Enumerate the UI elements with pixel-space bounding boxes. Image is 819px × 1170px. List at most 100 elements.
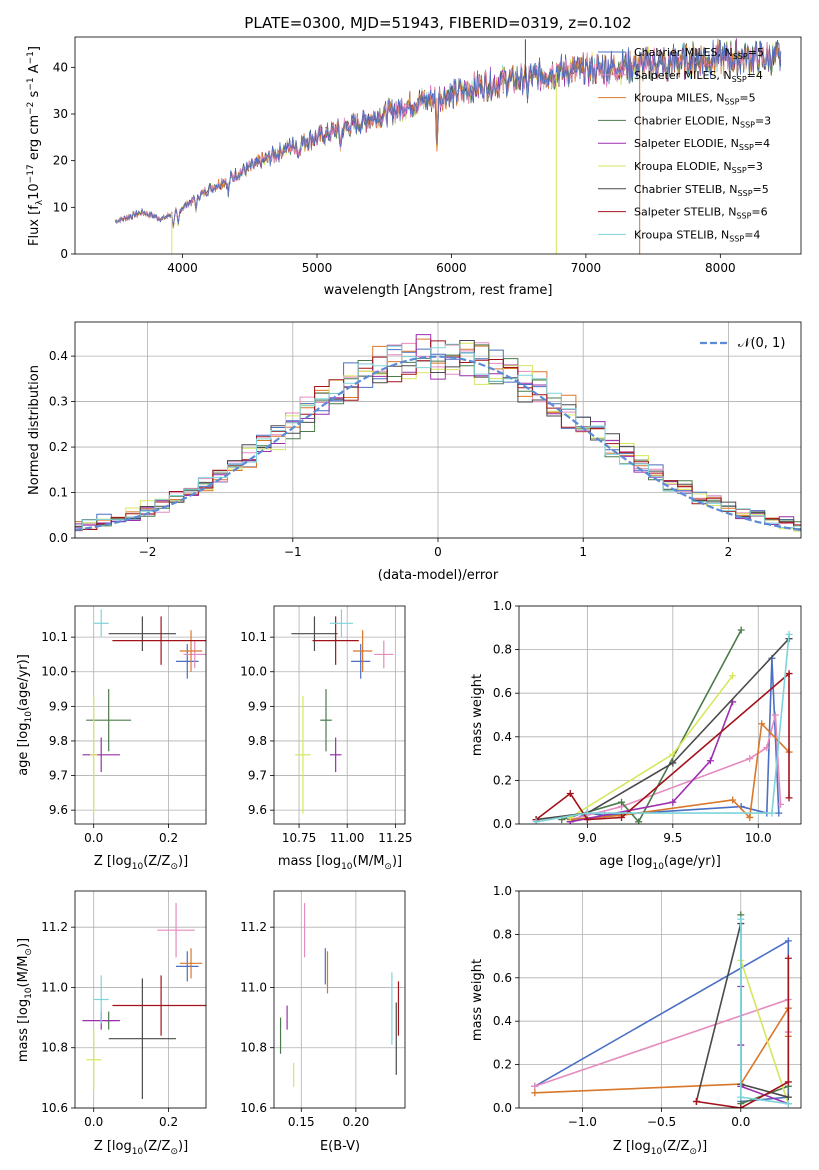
age-Z-xlabel-part: (Z/Z bbox=[143, 854, 170, 869]
y-tick-label: 0.2 bbox=[49, 440, 68, 454]
legend-sub: SSP bbox=[736, 212, 751, 221]
spectrum-ylabel-part: erg cm bbox=[27, 115, 42, 164]
age-mass-xlabel-part: (M/M bbox=[353, 854, 385, 869]
y-tick-label: 0.0 bbox=[493, 817, 512, 831]
weight-marker bbox=[768, 809, 776, 817]
residual-hist-chabrier-stelib bbox=[75, 340, 801, 530]
y-tick-label: 10.8 bbox=[41, 1041, 68, 1055]
weight-marker bbox=[531, 1089, 539, 1097]
spectrum-xlabel: wavelength [Angstrom, rest frame] bbox=[324, 283, 553, 298]
errorbar-point-kroupa-elodie bbox=[89, 695, 98, 814]
weight-marker bbox=[785, 794, 793, 802]
legend-sub: SSP bbox=[738, 189, 753, 198]
residuals-xlabel: (data-model)/error bbox=[378, 568, 499, 583]
weight-marker bbox=[583, 816, 591, 824]
residuals-ylabel: Normed distribution bbox=[27, 365, 42, 495]
y-tick-label: 40 bbox=[53, 60, 68, 74]
weight-marker bbox=[737, 626, 745, 634]
errorbar-point-chabrier-miles bbox=[176, 951, 199, 982]
weight-age-xlabel-part: 10 bbox=[652, 862, 664, 872]
spectrum-series-chabrier-miles bbox=[115, 39, 782, 227]
legend-tail: =6 bbox=[751, 206, 767, 219]
spectrum-plot-area bbox=[114, 38, 782, 254]
axes-frame bbox=[518, 605, 802, 825]
legend-item: Kroupa ELODIE, NSSP=3 bbox=[598, 160, 763, 175]
spectrum-series-kroupa-stelib bbox=[114, 39, 782, 227]
age-Z-ylabel-part: age [log bbox=[16, 723, 31, 776]
errorbar-point-salpeter-miles bbox=[374, 640, 394, 669]
y-tick-label: 0.8 bbox=[493, 927, 512, 941]
legend-tail: =5 bbox=[753, 183, 769, 196]
y-tick-label: 0.6 bbox=[493, 971, 512, 985]
axes-frame bbox=[273, 605, 406, 825]
age-Z-ylabel-part: 10 bbox=[24, 711, 34, 723]
legend-item: Salpeter ELODIE, NSSP=4 bbox=[598, 137, 770, 152]
mass-ebv-plot-area bbox=[279, 903, 400, 1087]
legend-name: Salpeter ELODIE, N bbox=[634, 137, 739, 150]
x-tick-label: 5000 bbox=[302, 261, 333, 275]
errorbar-point-chabrier-elodie bbox=[320, 689, 332, 752]
x-tick-label: 0.0 bbox=[84, 1115, 103, 1129]
x-tick-label: −0.5 bbox=[647, 1115, 676, 1129]
y-tick-label: 9.6 bbox=[49, 803, 68, 817]
weight-marker bbox=[737, 1093, 745, 1101]
age-Z-xlabel-part: )] bbox=[178, 854, 188, 869]
legend-label: Salpeter MILES, NSSP=4 bbox=[634, 69, 763, 84]
x-tick-label: 0.20 bbox=[343, 1115, 370, 1129]
weight-marker bbox=[784, 937, 792, 945]
legend-item: Kroupa MILES, NSSP=5 bbox=[598, 92, 756, 107]
age-mass-xlabel-part: )] bbox=[392, 854, 402, 869]
weight-Z-xlabel-part: (Z/Z bbox=[662, 1139, 689, 1154]
axes-frame bbox=[273, 890, 406, 1109]
errorbar-point-chabrier-stelib bbox=[291, 616, 338, 651]
age-mass-axes: 10.75 11.00 11.25 9.6 9.7 9.8 9.9 10.0 10.1 bbox=[240, 605, 413, 845]
legend-name: Chabrier ELODIE, N bbox=[634, 114, 740, 127]
x-tick-label: 6000 bbox=[436, 261, 467, 275]
errorbar-point-salpeter-miles bbox=[157, 903, 195, 958]
weight-marker bbox=[669, 798, 677, 806]
age-Z-xlabel-part: 10 bbox=[132, 862, 144, 872]
y-tick-label: 0.4 bbox=[493, 730, 512, 744]
errorbar-point-salpeter-elodie bbox=[82, 737, 120, 773]
y-tick-label: 11.2 bbox=[41, 920, 68, 934]
y-tick-label: 10.8 bbox=[240, 1041, 267, 1055]
y-tick-label: 10.0 bbox=[41, 665, 68, 679]
legend-tail: =3 bbox=[747, 160, 763, 173]
age-mass-xlabel-part: ⊙ bbox=[384, 862, 392, 872]
weight-Z-xlabel-part: Z [log bbox=[613, 1139, 651, 1154]
errorbar-point-kroupa-stelib bbox=[329, 609, 353, 638]
y-tick-label: 1.0 bbox=[493, 599, 512, 613]
y-tick-label: 0.2 bbox=[493, 773, 512, 787]
weight-series-kroupa-elodie bbox=[566, 672, 737, 821]
age-mass-xlabel: mass [log10(M/M⊙)] bbox=[278, 854, 402, 872]
legend-tail: =5 bbox=[748, 46, 764, 59]
mass-Z-ylabel: mass [log10(M/M⊙)] bbox=[16, 938, 34, 1062]
x-tick-label: 9.5 bbox=[663, 831, 682, 845]
mass-Z-xlabel-part: Z [log bbox=[94, 1139, 132, 1154]
mass-ebv-xlabel: E(B-V) bbox=[320, 1139, 360, 1154]
weight-age-xlabel-part: age [log bbox=[599, 854, 652, 869]
x-tick-label: 10.0 bbox=[745, 831, 772, 845]
age-Z-xlabel-part: ⊙ bbox=[170, 862, 178, 872]
weight-line bbox=[695, 923, 789, 1102]
legend-label: Kroupa STELIB, NSSP=4 bbox=[634, 228, 760, 243]
legend-sub: SSP bbox=[732, 166, 747, 175]
x-tick-label: 0.0 bbox=[84, 831, 103, 845]
y-tick-label: 11.0 bbox=[240, 980, 267, 994]
weight-marker bbox=[706, 757, 714, 765]
weight-series-salpeter-stelib bbox=[692, 954, 792, 1108]
residual-hist-salpeter-stelib bbox=[75, 340, 801, 532]
weight-line bbox=[740, 914, 789, 1105]
legend-name: Salpeter MILES, N bbox=[634, 69, 732, 82]
x-tick-label: 4000 bbox=[167, 261, 198, 275]
weight-series-kroupa-stelib bbox=[737, 915, 792, 1108]
x-tick-label: −1.0 bbox=[568, 1115, 597, 1129]
age-mass-xlabel-part: 10 bbox=[341, 862, 353, 872]
y-tick-label: 9.7 bbox=[248, 769, 267, 783]
legend-name: Kroupa STELIB, N bbox=[634, 228, 729, 241]
weight-marker bbox=[635, 818, 643, 824]
spectrum-ylabel-part: −2 bbox=[26, 102, 36, 115]
age-Z-xlabel-part: Z [log bbox=[94, 854, 132, 869]
weight-age-plot-area bbox=[532, 626, 793, 824]
legend-label: Salpeter STELIB, NSSP=6 bbox=[634, 206, 768, 221]
